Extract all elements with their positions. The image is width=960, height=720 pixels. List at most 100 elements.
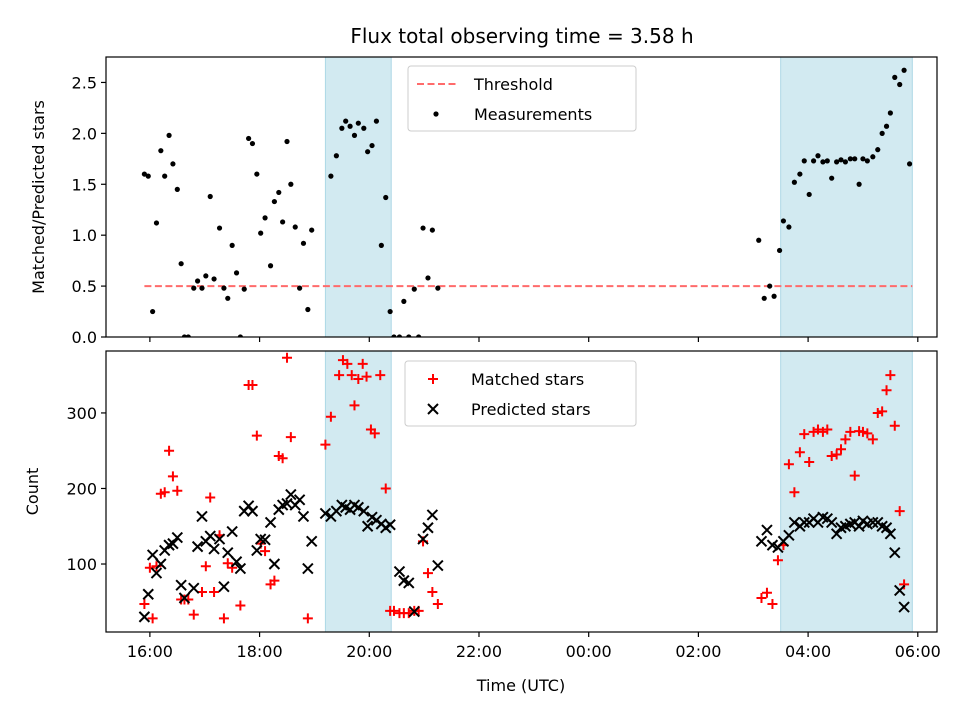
data-point bbox=[884, 528, 897, 540]
data-point bbox=[305, 306, 311, 313]
data-point bbox=[860, 156, 866, 162]
data-point bbox=[155, 558, 167, 570]
data-point bbox=[293, 494, 306, 506]
data-point bbox=[767, 283, 773, 289]
data-point bbox=[817, 426, 828, 437]
data-point bbox=[425, 275, 431, 281]
data-point bbox=[188, 582, 200, 594]
data-point bbox=[254, 533, 267, 545]
data-point bbox=[251, 544, 263, 557]
data-point bbox=[209, 586, 220, 597]
data-point bbox=[234, 562, 247, 575]
data-point bbox=[225, 295, 231, 301]
data-point bbox=[178, 261, 184, 267]
data-point bbox=[277, 453, 288, 464]
data-point bbox=[361, 125, 367, 131]
data-point bbox=[254, 171, 260, 177]
data-point bbox=[237, 334, 243, 337]
legend-box bbox=[404, 360, 637, 427]
data-point bbox=[171, 531, 184, 544]
data-point bbox=[188, 609, 199, 620]
data-point bbox=[175, 579, 187, 591]
data-point bbox=[218, 613, 229, 624]
data-point bbox=[353, 373, 364, 384]
data-point bbox=[772, 555, 783, 566]
data-point bbox=[300, 240, 307, 246]
data-point bbox=[422, 568, 433, 579]
legend-label: Predicted stars bbox=[471, 400, 591, 419]
data-point bbox=[302, 562, 314, 575]
data-point bbox=[756, 593, 767, 604]
data-point bbox=[429, 227, 435, 233]
data-point bbox=[216, 225, 223, 231]
data-point bbox=[885, 370, 896, 381]
legend-box bbox=[407, 65, 637, 132]
data-point bbox=[164, 445, 175, 456]
data-point bbox=[384, 519, 396, 531]
data-point bbox=[319, 507, 332, 520]
data-point bbox=[783, 529, 795, 542]
data-point bbox=[150, 308, 156, 315]
data-point bbox=[894, 506, 905, 517]
data-point bbox=[211, 276, 217, 282]
data-point bbox=[269, 575, 280, 586]
data-point bbox=[369, 428, 380, 439]
y-tick-label: 1.5 bbox=[72, 175, 97, 194]
data-point bbox=[271, 198, 277, 205]
data-point bbox=[230, 556, 243, 568]
legend-marker-swatch bbox=[428, 374, 438, 384]
data-point bbox=[246, 505, 259, 517]
data-point bbox=[320, 439, 331, 450]
data-point bbox=[200, 561, 211, 572]
data-point bbox=[309, 227, 315, 233]
data-point bbox=[170, 161, 176, 167]
data-point bbox=[138, 611, 151, 623]
data-point bbox=[280, 219, 286, 225]
data-point bbox=[347, 123, 353, 129]
data-point bbox=[297, 285, 303, 291]
data-point bbox=[776, 247, 783, 254]
x-tick-label: 20:00 bbox=[346, 642, 392, 661]
legend-marker-swatch bbox=[427, 403, 439, 415]
data-point bbox=[229, 242, 235, 248]
data-point bbox=[218, 580, 230, 593]
data-point bbox=[829, 175, 835, 181]
data-point bbox=[804, 457, 815, 468]
x-axis-label: Time (UTC) bbox=[476, 676, 565, 695]
data-point bbox=[391, 334, 397, 337]
data-point bbox=[195, 278, 201, 284]
legend-label: Matched stars bbox=[471, 370, 584, 389]
legend-item: Matched stars bbox=[428, 370, 584, 389]
data-point bbox=[242, 500, 255, 512]
data-point bbox=[875, 147, 881, 153]
data-point bbox=[357, 358, 368, 369]
data-point bbox=[852, 156, 858, 162]
data-point bbox=[146, 549, 159, 561]
data-point bbox=[799, 429, 810, 440]
x-tick-label: 04:00 bbox=[785, 642, 831, 661]
data-point bbox=[767, 599, 778, 610]
data-point bbox=[877, 406, 888, 417]
data-point bbox=[346, 370, 357, 381]
axes-frame bbox=[105, 56, 938, 338]
count-panel: 16:00 18:00 20:00 22:00 00:00 02:00 04:00 06:00… bbox=[23, 350, 941, 661]
data-point bbox=[883, 123, 890, 129]
data-point bbox=[761, 524, 773, 536]
data-point bbox=[342, 358, 353, 369]
data-point bbox=[432, 559, 444, 572]
data-point bbox=[755, 535, 768, 548]
data-point bbox=[826, 450, 837, 461]
data-point bbox=[213, 533, 226, 545]
y-tick-label: 0.5 bbox=[72, 277, 97, 296]
data-point bbox=[167, 471, 178, 482]
x-tick-label: 18:00 bbox=[237, 642, 283, 661]
data-point bbox=[262, 215, 268, 221]
data-point bbox=[365, 149, 371, 155]
data-point bbox=[159, 487, 170, 498]
data-point bbox=[416, 334, 422, 337]
data-point bbox=[870, 154, 876, 160]
data-point bbox=[325, 411, 336, 422]
data-point bbox=[786, 224, 792, 230]
data-point bbox=[150, 567, 163, 579]
data-point bbox=[794, 447, 805, 458]
